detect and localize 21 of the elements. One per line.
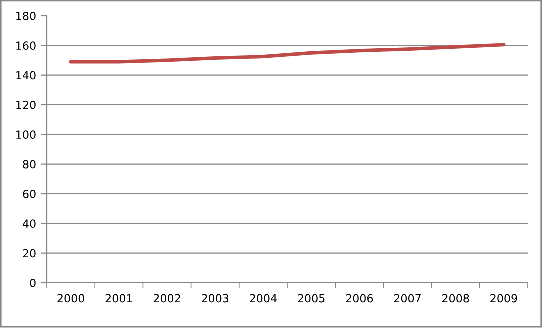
x-tick-label: 2009 xyxy=(490,294,518,303)
x-tick-label: 2001 xyxy=(106,294,132,303)
y-tick-label: 120 xyxy=(16,100,36,110)
x-tick-label: 2005 xyxy=(298,294,325,303)
x-tick-label: 2006 xyxy=(346,294,374,303)
y-tick-label: 60 xyxy=(23,190,36,198)
x-tick-label: 2003 xyxy=(202,294,229,303)
y-tick-label: 180 xyxy=(16,12,36,20)
y-tick-label: 40 xyxy=(22,220,36,228)
x-tick-label: 2007 xyxy=(394,294,421,303)
x-tick-label: 2004 xyxy=(250,294,277,303)
line-series xyxy=(69,43,506,64)
y-tick-label: 160 xyxy=(16,42,36,50)
y-tick-label: 100 xyxy=(16,130,36,140)
y-tick-label: 20 xyxy=(23,249,36,258)
y-tick-label: 0 xyxy=(30,278,36,288)
y-tick-label: 140 xyxy=(16,71,36,80)
x-tick-label: 2000 xyxy=(58,294,84,303)
x-tick-label: 2002 xyxy=(154,294,180,303)
y-tick-label: 80 xyxy=(23,160,36,169)
x-tick-label: 2008 xyxy=(442,294,470,303)
